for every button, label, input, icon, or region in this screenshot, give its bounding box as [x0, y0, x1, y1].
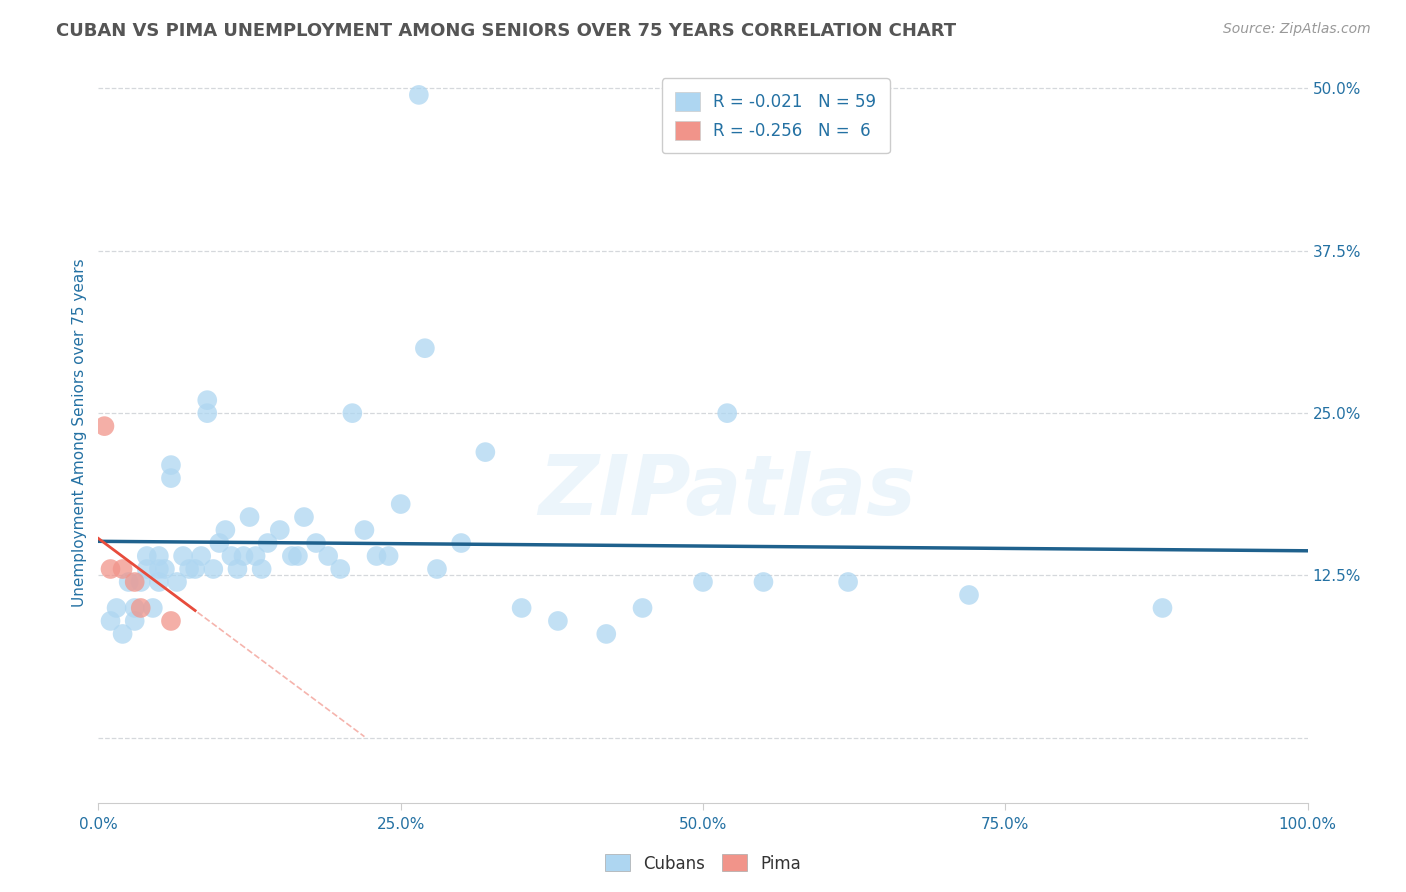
Point	[166, 574, 188, 589]
Point	[105, 601, 128, 615]
Point	[547, 614, 569, 628]
Point	[160, 471, 183, 485]
Point	[135, 562, 157, 576]
Point	[100, 614, 122, 628]
Point	[208, 536, 231, 550]
Text: Source: ZipAtlas.com: Source: ZipAtlas.com	[1223, 22, 1371, 37]
Point	[221, 549, 243, 563]
Point	[957, 588, 980, 602]
Point	[100, 562, 122, 576]
Point	[413, 341, 436, 355]
Text: CUBAN VS PIMA UNEMPLOYMENT AMONG SENIORS OVER 75 YEARS CORRELATION CHART: CUBAN VS PIMA UNEMPLOYMENT AMONG SENIORS…	[56, 22, 956, 40]
Point	[160, 458, 183, 472]
Point	[195, 406, 218, 420]
Point	[226, 562, 249, 576]
Point	[111, 627, 134, 641]
Point	[389, 497, 412, 511]
Point	[179, 562, 201, 576]
Point	[377, 549, 399, 563]
Point	[450, 536, 472, 550]
Point	[190, 549, 212, 563]
Point	[752, 574, 775, 589]
Point	[269, 523, 291, 537]
Point	[281, 549, 304, 563]
Point	[239, 510, 262, 524]
Point	[716, 406, 738, 420]
Point	[510, 601, 533, 615]
Point	[408, 87, 430, 102]
Point	[129, 601, 152, 615]
Point	[232, 549, 254, 563]
Point	[111, 562, 134, 576]
Legend: Cubans, Pima: Cubans, Pima	[599, 847, 807, 880]
Point	[353, 523, 375, 537]
Point	[118, 574, 141, 589]
Point	[837, 574, 859, 589]
Point	[329, 562, 352, 576]
Point	[316, 549, 339, 563]
Y-axis label: Unemployment Among Seniors over 75 years: Unemployment Among Seniors over 75 years	[72, 259, 87, 607]
Point	[292, 510, 315, 524]
Point	[256, 536, 278, 550]
Point	[426, 562, 449, 576]
Point	[124, 614, 146, 628]
Point	[366, 549, 388, 563]
Legend: R = -0.021   N = 59, R = -0.256   N =  6: R = -0.021 N = 59, R = -0.256 N = 6	[662, 78, 890, 153]
Point	[245, 549, 267, 563]
Point	[153, 562, 176, 576]
Point	[160, 614, 183, 628]
Point	[631, 601, 654, 615]
Point	[148, 562, 170, 576]
Point	[1152, 601, 1174, 615]
Point	[287, 549, 309, 563]
Point	[474, 445, 496, 459]
Point	[195, 393, 218, 408]
Point	[172, 549, 194, 563]
Point	[595, 627, 617, 641]
Point	[148, 574, 170, 589]
Point	[129, 574, 152, 589]
Point	[342, 406, 364, 420]
Point	[184, 562, 207, 576]
Point	[202, 562, 225, 576]
Point	[250, 562, 273, 576]
Point	[135, 549, 157, 563]
Point	[305, 536, 328, 550]
Point	[124, 574, 146, 589]
Point	[93, 419, 115, 434]
Point	[214, 523, 236, 537]
Point	[692, 574, 714, 589]
Point	[124, 601, 146, 615]
Point	[142, 601, 165, 615]
Point	[148, 549, 170, 563]
Text: ZIPatlas: ZIPatlas	[538, 451, 917, 533]
